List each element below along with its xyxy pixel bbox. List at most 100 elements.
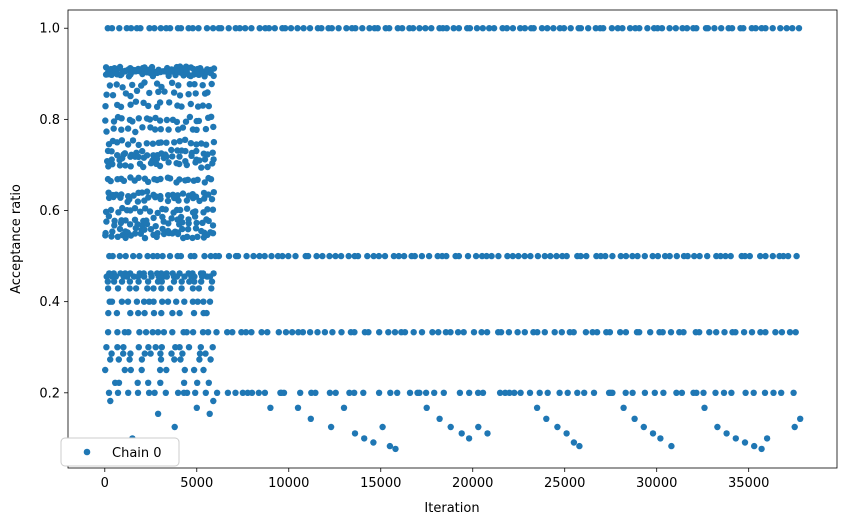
data-point: [195, 285, 203, 292]
data-point: [690, 389, 697, 396]
data-point: [146, 116, 154, 123]
data-point: [114, 329, 121, 336]
data-point: [153, 155, 161, 163]
data-point: [181, 366, 188, 374]
data-point: [209, 149, 216, 156]
x-axis: 0 5000 10000 15000 20000 25000 30000 35000: [101, 468, 769, 491]
y-axis: 0.2 0.4 0.6 0.8 1.0: [39, 22, 68, 401]
data-point: [163, 116, 171, 124]
data-point: [210, 72, 217, 80]
data-point: [400, 252, 408, 260]
data-point: [157, 379, 164, 386]
data-point: [204, 89, 211, 96]
data-point: [672, 25, 679, 32]
data-point: [201, 195, 208, 202]
data-point: [158, 285, 165, 292]
data-point: [143, 188, 151, 195]
data-point: [778, 329, 786, 336]
data-point: [261, 389, 269, 396]
data-point: [199, 219, 206, 226]
data-point: [526, 389, 534, 396]
data-point: [120, 344, 127, 351]
data-point: [201, 156, 209, 163]
data-point: [778, 389, 785, 396]
data-point: [164, 197, 172, 205]
data-point: [118, 137, 126, 144]
data-point: [647, 329, 654, 336]
data-point: [129, 137, 137, 144]
data-point: [279, 252, 286, 260]
data-point: [741, 439, 749, 446]
data-point: [370, 252, 377, 260]
data-point: [192, 208, 199, 215]
data-point: [238, 329, 245, 336]
data-point: [141, 350, 148, 357]
data-point: [600, 25, 607, 32]
data-point: [564, 389, 571, 396]
data-point: [109, 252, 116, 260]
data-point: [114, 285, 122, 292]
data-point: [479, 25, 486, 32]
x-tick-label: 35000: [728, 476, 769, 491]
data-point: [127, 366, 134, 374]
data-point: [191, 81, 198, 88]
data-point: [140, 154, 148, 161]
data-point: [728, 25, 736, 32]
data-point: [102, 117, 109, 124]
legend-box: [60, 437, 180, 467]
data-point: [206, 410, 213, 417]
data-point: [614, 25, 621, 32]
data-point: [780, 252, 787, 260]
data-point: [658, 25, 666, 32]
data-point: [224, 389, 232, 396]
data-point: [282, 329, 290, 336]
data-point: [409, 25, 417, 32]
data-point: [193, 147, 200, 155]
data-point: [152, 344, 159, 351]
data-point: [683, 25, 691, 32]
data-point: [761, 389, 769, 396]
data-point: [795, 25, 803, 32]
data-point: [307, 415, 314, 422]
data-point: [379, 423, 386, 431]
data-point: [723, 430, 730, 437]
data-point: [169, 230, 176, 237]
data-point: [693, 25, 700, 32]
data-point: [416, 25, 423, 32]
data-point: [534, 252, 542, 260]
data-point: [152, 194, 159, 201]
data-point: [436, 415, 443, 422]
data-point: [125, 329, 132, 336]
legend-label: Chain 0: [112, 446, 162, 461]
data-point: [141, 79, 148, 86]
data-point: [418, 252, 426, 260]
data-point: [329, 329, 336, 336]
data-point: [593, 329, 601, 336]
data-point: [194, 176, 201, 183]
data-point: [434, 252, 441, 260]
data-point: [248, 25, 255, 32]
data-point: [156, 162, 164, 170]
data-point: [486, 25, 493, 32]
data-point: [631, 415, 638, 422]
data-point: [440, 389, 447, 396]
data-point: [174, 389, 182, 396]
data-point: [132, 285, 140, 292]
data-point: [292, 252, 299, 260]
data-point: [248, 389, 256, 396]
data-point: [544, 25, 551, 32]
data-point: [105, 213, 113, 220]
data-point: [105, 309, 112, 317]
data-point: [177, 356, 184, 363]
data-point: [447, 329, 454, 336]
data-point: [757, 329, 764, 336]
data-point: [473, 25, 481, 32]
data-point: [536, 389, 543, 396]
data-point: [183, 233, 191, 240]
data-point: [145, 344, 152, 351]
data-point: [701, 404, 708, 411]
data-point: [294, 25, 301, 32]
data-point: [155, 88, 162, 96]
data-point: [242, 25, 249, 32]
data-point: [117, 219, 125, 227]
